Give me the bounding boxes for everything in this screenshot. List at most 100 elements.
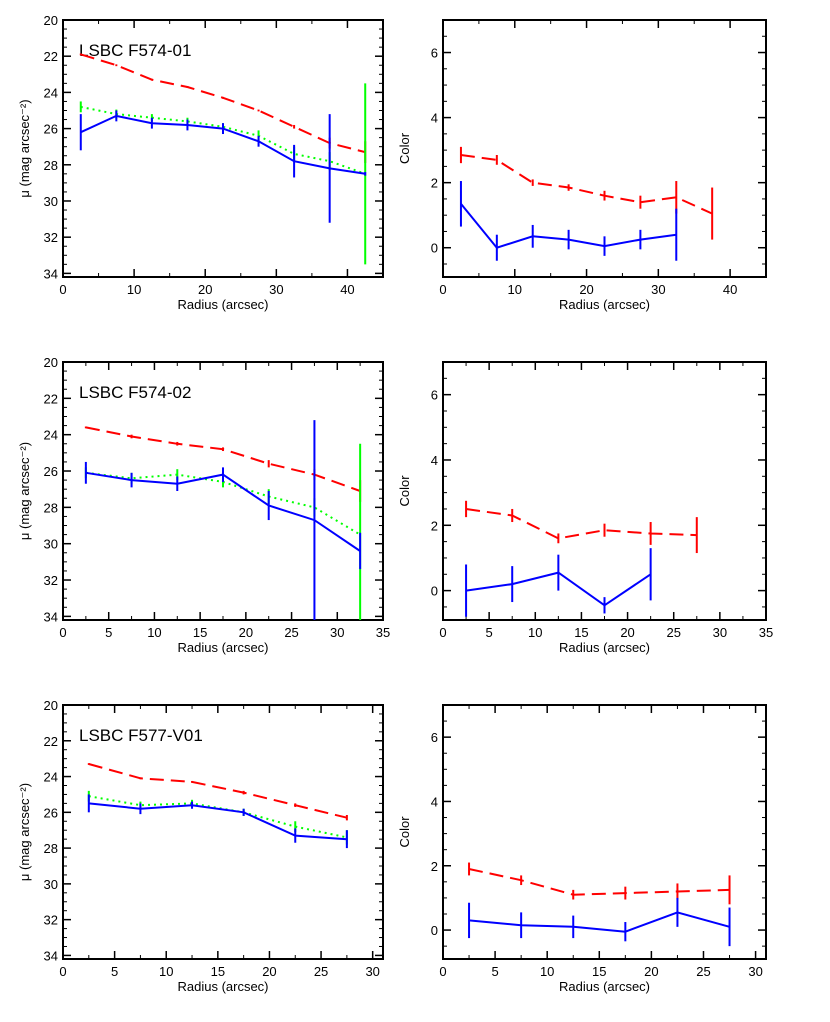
x-tick-label: 15 <box>592 964 606 979</box>
x-axis-title: Radius (arcsec) <box>177 297 268 312</box>
x-tick-label: 25 <box>696 964 710 979</box>
y-tick-label: 4 <box>431 111 438 126</box>
y-axis-title: μ (mag arcsec⁻²) <box>17 783 32 881</box>
x-axis-title: Radius (arcsec) <box>177 979 268 994</box>
x-tick-label: 30 <box>365 964 379 979</box>
x-tick-label: 0 <box>59 625 66 640</box>
series-blue <box>79 110 367 223</box>
x-tick-label: 10 <box>147 625 161 640</box>
y-tick-label: 32 <box>44 913 58 928</box>
y-tick-label: 24 <box>44 85 58 100</box>
y-tick-label: 6 <box>431 46 438 61</box>
series-line <box>80 105 366 175</box>
series-line <box>468 868 730 896</box>
x-tick-label: 20 <box>239 625 253 640</box>
series-blue <box>87 794 348 849</box>
y-axis-title: μ (mag arcsec⁻²) <box>17 442 32 540</box>
y-axis-title: μ (mag arcsec⁻²) <box>17 99 32 197</box>
series-line <box>80 53 366 154</box>
chart-panel-3: 0 5 10 15 20 25 30 35 20 22 24 26 28 30 32 34 Radius (ar… <box>17 355 390 655</box>
x-tick-label: 15 <box>574 625 588 640</box>
plot-area <box>459 146 714 261</box>
series-red <box>79 53 367 163</box>
series-line <box>88 795 348 839</box>
y-tick-label: 28 <box>44 500 58 515</box>
series-red <box>465 500 698 554</box>
plot-area <box>468 862 731 947</box>
y-tick-label: 4 <box>431 453 438 468</box>
x-axis-title: Radius (arcsec) <box>559 640 650 655</box>
y-tick-label: 0 <box>431 241 438 256</box>
y-tick-label: 30 <box>44 537 58 552</box>
series-line <box>468 911 730 933</box>
y-tick-label: 2 <box>431 176 438 191</box>
y-tick-label: 32 <box>44 230 58 245</box>
x-tick-label: 25 <box>314 964 328 979</box>
plot-area <box>84 420 362 620</box>
plot-frame <box>62 19 384 278</box>
series-red <box>84 426 362 502</box>
y-tick-label: 2 <box>431 859 438 874</box>
chart-panel-2: 0 10 20 30 40 0 2 4 6 Radius (arcsec) Color <box>397 19 767 312</box>
y-tick-label: 30 <box>44 877 58 892</box>
x-tick-label: 0 <box>439 282 446 297</box>
x-tick-label: 10 <box>127 282 141 297</box>
panel-title: LSBC F574-01 <box>79 41 191 60</box>
x-tick-label: 10 <box>159 964 173 979</box>
y-tick-label: 24 <box>44 428 58 443</box>
plot-frame <box>442 704 767 960</box>
x-tick-label: 0 <box>439 625 446 640</box>
x-axis-title: Radius (arcsec) <box>559 297 650 312</box>
series-red <box>468 862 731 905</box>
x-tick-label: 20 <box>198 282 212 297</box>
y-tick-label: 22 <box>44 49 58 64</box>
x-tick-label: 30 <box>651 282 665 297</box>
plot-frame <box>62 704 384 960</box>
y-tick-label: 26 <box>44 464 58 479</box>
y-tick-label: 34 <box>44 948 58 963</box>
x-tick-label: 20 <box>620 625 634 640</box>
y-tick-label: 28 <box>44 841 58 856</box>
plot-area <box>465 500 698 617</box>
x-tick-label: 40 <box>723 282 737 297</box>
x-axis-title: Radius (arcsec) <box>559 979 650 994</box>
panel-title: LSBC F577-V01 <box>79 726 203 745</box>
x-tick-label: 15 <box>211 964 225 979</box>
x-tick-label: 30 <box>713 625 727 640</box>
y-tick-label: 20 <box>44 355 58 370</box>
y-tick-label: 2 <box>431 518 438 533</box>
x-tick-label: 10 <box>508 282 522 297</box>
series-line <box>88 802 347 841</box>
series-blue <box>84 420 362 620</box>
y-tick-label: 20 <box>44 13 58 28</box>
x-tick-label: 5 <box>111 964 118 979</box>
x-tick-label: 0 <box>59 282 66 297</box>
plot-area <box>87 763 348 849</box>
y-tick-label: 26 <box>44 122 58 137</box>
x-tick-label: 30 <box>269 282 283 297</box>
x-tick-label: 20 <box>579 282 593 297</box>
x-tick-label: 35 <box>376 625 390 640</box>
plot-frame <box>442 361 767 621</box>
y-tick-label: 22 <box>44 391 58 406</box>
y-tick-label: 26 <box>44 805 58 820</box>
x-tick-label: 10 <box>540 964 554 979</box>
y-axis-title: Color <box>397 816 412 848</box>
series-green <box>79 83 367 265</box>
series-line <box>460 154 713 215</box>
x-tick-label: 10 <box>528 625 542 640</box>
y-tick-label: 6 <box>431 388 438 403</box>
y-axis-title: Color <box>397 132 412 164</box>
x-tick-label: 0 <box>59 964 66 979</box>
y-tick-label: 28 <box>44 158 58 173</box>
x-axis-title: Radius (arcsec) <box>177 640 268 655</box>
x-tick-label: 20 <box>644 964 658 979</box>
series-line <box>465 508 697 540</box>
x-tick-label: 20 <box>262 964 276 979</box>
x-tick-label: 0 <box>439 964 446 979</box>
y-tick-label: 34 <box>44 266 58 281</box>
series-line <box>88 763 348 819</box>
y-tick-label: 32 <box>44 573 58 588</box>
series-blue <box>465 548 652 617</box>
